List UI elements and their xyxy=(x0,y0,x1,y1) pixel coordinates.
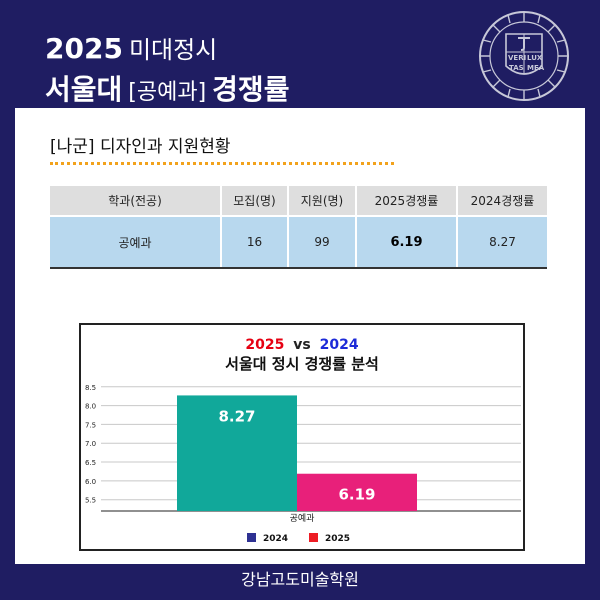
ratio-bar-chart: 2025 vs 2024 서울대 정시 경쟁률 분석 5.5 6.0 6.5 7.0 7… xyxy=(85,337,521,544)
header-ratio-label: 경쟁률 xyxy=(212,73,290,106)
university-seal-logo: VERI LUX TAS MEA xyxy=(479,11,569,101)
data-label-2024: 8.27 xyxy=(218,407,255,425)
y-tick-label: 7.5 xyxy=(85,421,96,429)
legend-swatch-2025 xyxy=(309,533,318,542)
legend-swatch-2024 xyxy=(247,533,256,542)
legend-label-2025: 2025 xyxy=(325,534,350,544)
header-title-line1: 2025 미대정시 xyxy=(45,30,217,65)
cell-ratio-2025: 6.19 xyxy=(356,215,458,269)
section-title: [나군] 디자인과 지원현황 xyxy=(50,137,231,157)
cell-quota: 16 xyxy=(221,215,289,269)
dotted-divider xyxy=(50,162,394,165)
seal-letters-2: LUX xyxy=(527,54,543,62)
chart-title-vs: vs xyxy=(293,337,310,353)
header-year: 2025 xyxy=(45,32,123,65)
table-header-row: 학과(전공) 모집(명) 지원(명) 2025경쟁률 2024경쟁률 xyxy=(50,186,547,216)
data-label-2025: 6.19 xyxy=(338,486,375,504)
cell-ratio-2024: 8.27 xyxy=(457,215,547,269)
chart-title: 서울대 정시 경쟁률 분석 xyxy=(225,355,379,373)
cell-department: 공예과 xyxy=(50,215,222,269)
chart-title-compare: 2025 vs 2024 xyxy=(245,337,358,353)
footer-academy-name: 강남고도미술학원 xyxy=(241,570,359,589)
y-tick-label: 5.5 xyxy=(85,497,96,505)
header-subtitle: 미대정시 xyxy=(128,36,218,64)
col-header-quota: 모집(명) xyxy=(221,186,289,216)
plot-area: 5.5 6.0 6.5 7.0 7.5 8.0 8.5 8.27 6.19 xyxy=(85,384,521,512)
header-title-line2: 서울대 [공예과] 경쟁률 xyxy=(45,68,289,108)
chart-legend: 2024 2025 xyxy=(247,533,350,544)
seal-letters-1: VERI xyxy=(508,54,526,62)
y-tick-label: 6.0 xyxy=(85,478,96,486)
y-tick-label: 6.5 xyxy=(85,459,96,467)
chart-title-year-2025: 2025 xyxy=(245,337,284,353)
y-tick-label: 8.0 xyxy=(85,403,96,411)
seal-letters-4: MEA xyxy=(527,64,545,72)
applicant-table: 학과(전공) 모집(명) 지원(명) 2025경쟁률 2024경쟁률 공예과 1… xyxy=(50,186,547,269)
x-category-label: 공예과 xyxy=(290,513,315,524)
bar-2024 xyxy=(177,395,297,511)
header-university: 서울대 xyxy=(45,73,123,106)
bar-2025 xyxy=(297,473,417,511)
chart-title-year-2024: 2024 xyxy=(320,337,359,353)
y-tick-label: 8.5 xyxy=(85,384,96,392)
col-header-ratio-2024: 2024경쟁률 xyxy=(457,186,547,216)
col-header-ratio-2025: 2025경쟁률 xyxy=(356,186,458,216)
col-header-applicants: 지원(명) xyxy=(288,186,357,216)
col-header-department: 학과(전공) xyxy=(50,186,222,216)
table-row: 공예과 16 99 6.19 8.27 xyxy=(50,215,547,269)
chart-container: 2025 vs 2024 서울대 정시 경쟁률 분석 5.5 6.0 6.5 7.0 7… xyxy=(79,323,525,551)
y-tick-label: 7.0 xyxy=(85,440,96,448)
legend-label-2024: 2024 xyxy=(263,534,288,544)
cell-applicants: 99 xyxy=(288,215,357,269)
header-department: [공예과] xyxy=(128,80,207,105)
seal-letters-3: TAS xyxy=(509,64,524,72)
